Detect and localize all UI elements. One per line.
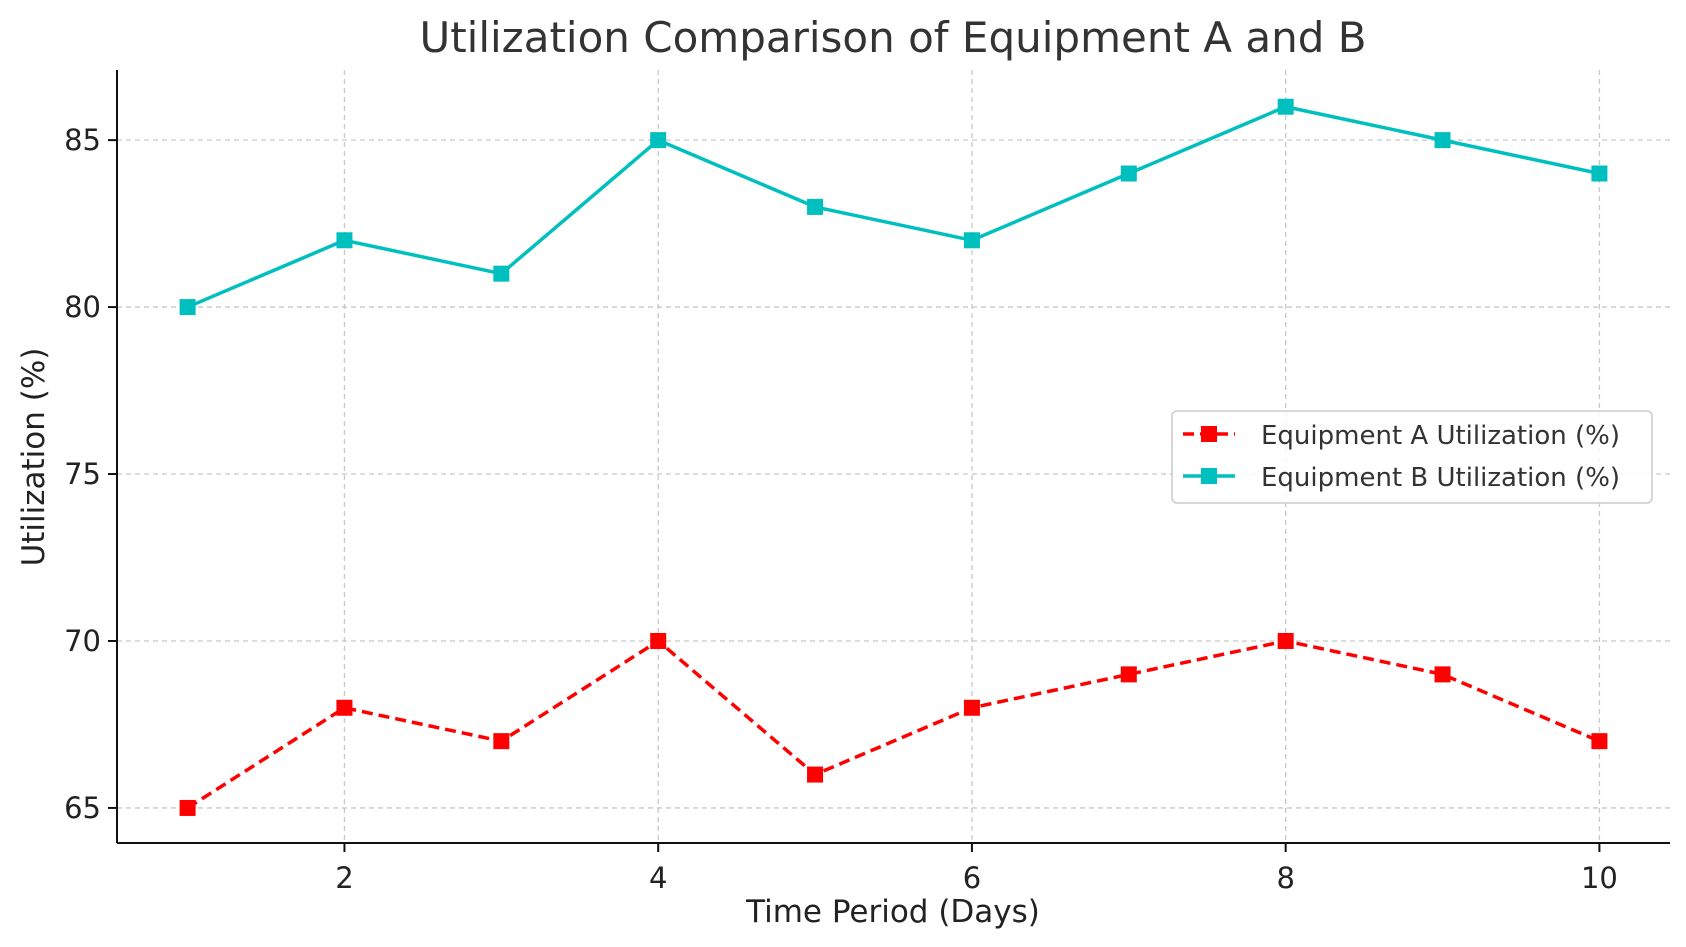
- grid: [117, 70, 1670, 843]
- x-tick-label: 4: [649, 861, 667, 895]
- data-point: [963, 232, 980, 249]
- data-point: [179, 299, 196, 316]
- ticks: 2 4 6 8 10 65 70 75 80 85: [64, 123, 1618, 895]
- x-tick-label: 8: [1276, 861, 1294, 895]
- data-point: [1277, 98, 1294, 115]
- axes: [116, 70, 1670, 844]
- data-point: [336, 699, 353, 716]
- x-tick-label: 6: [963, 861, 981, 895]
- data-point: [650, 632, 667, 649]
- x-axis-label: Time Period (Days): [745, 894, 1040, 930]
- y-axis-label: Utilization (%): [16, 348, 52, 567]
- x-tick-label: 10: [1581, 861, 1618, 895]
- data-point: [179, 799, 196, 816]
- data-point: [1277, 632, 1294, 649]
- data-point: [1434, 666, 1451, 683]
- chart-title: Utilization Comparison of Equipment A an…: [419, 13, 1366, 62]
- legend: Equipment A Utilization (%) Equipment B …: [1171, 410, 1653, 504]
- data-point: [336, 232, 353, 249]
- legend-label-equipment-b: Equipment B Utilization (%): [1261, 463, 1620, 493]
- x-tick-label: 2: [335, 861, 353, 895]
- y-tick-label: 65: [64, 791, 101, 825]
- y-tick-label: 75: [64, 457, 101, 491]
- y-tick-label: 85: [64, 123, 101, 157]
- data-point: [807, 198, 824, 215]
- series-line-equipment-a-utilization: [186, 639, 1601, 810]
- legend-label-equipment-a: Equipment A Utilization (%): [1261, 421, 1620, 451]
- data-point: [493, 265, 510, 282]
- data-point: [493, 733, 510, 750]
- series-line-equipment-b-utilization: [186, 104, 1600, 309]
- data-point: [807, 766, 824, 783]
- series-layer: [179, 98, 1608, 816]
- data-point: [1591, 165, 1608, 182]
- data-point: [650, 132, 667, 149]
- data-point: [1120, 666, 1137, 683]
- y-tick-label: 70: [64, 624, 101, 658]
- legend-marker-equipment-a: [1201, 426, 1217, 442]
- legend-frame: [1171, 410, 1653, 504]
- y-tick-label: 80: [64, 290, 101, 324]
- data-point: [1591, 733, 1608, 750]
- data-point: [963, 699, 980, 716]
- legend-marker-equipment-b: [1201, 468, 1217, 484]
- data-point: [1434, 132, 1451, 149]
- data-point: [1120, 165, 1137, 182]
